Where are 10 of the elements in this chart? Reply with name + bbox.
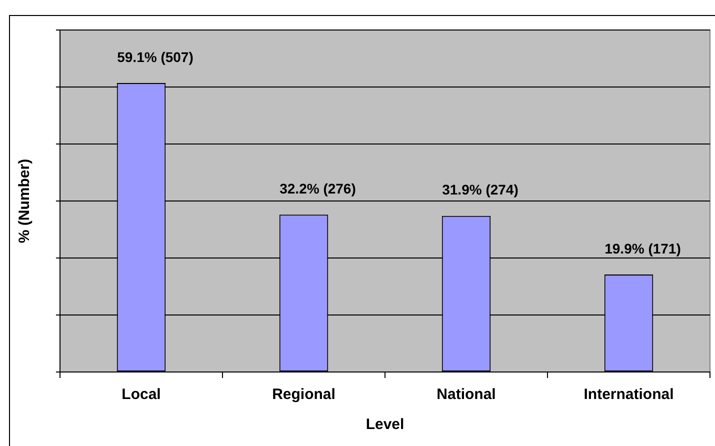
x-tick-label: Regional xyxy=(272,386,336,404)
data-label: 31.9% (274) xyxy=(442,182,518,198)
x-axis-title: Level xyxy=(366,416,404,434)
y-axis-title: % (Number) xyxy=(16,158,34,244)
data-label: 19.9% (171) xyxy=(604,240,681,256)
data-label: 32.2% (276) xyxy=(280,180,356,197)
data-label: 59.1% (507) xyxy=(117,48,194,65)
x-tick-label: Local xyxy=(122,386,161,404)
x-tick-label: National xyxy=(436,386,496,404)
x-tick-label: International xyxy=(584,386,674,404)
